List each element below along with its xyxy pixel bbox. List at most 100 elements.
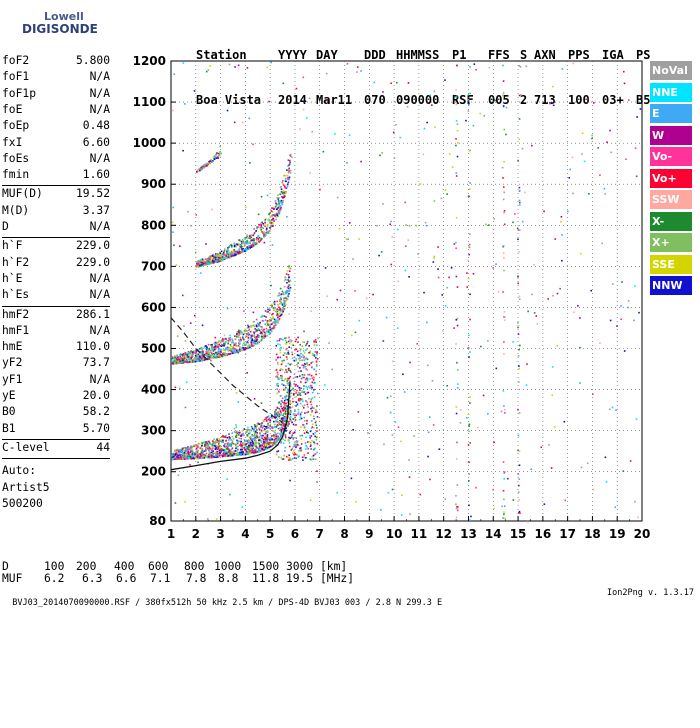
echo-point	[207, 262, 209, 264]
echo-point	[282, 297, 285, 300]
echo-point	[219, 151, 221, 153]
echo-point	[176, 451, 178, 454]
echo-point	[196, 456, 199, 458]
echo-point	[313, 407, 315, 410]
echo-point	[290, 340, 293, 343]
echo-point	[417, 253, 419, 255]
echo-point	[266, 320, 269, 322]
echo-point	[197, 453, 200, 455]
echo-point	[205, 452, 208, 455]
echo-point	[234, 244, 237, 246]
param-row-hes: h`Es N/A	[2, 288, 110, 304]
echo-point	[518, 298, 521, 300]
x-tick-label: 14	[485, 527, 502, 541]
param-name: yE	[2, 389, 16, 402]
echo-point	[283, 379, 285, 382]
echo-point	[479, 112, 482, 115]
echo-point	[265, 448, 267, 450]
echo-point	[263, 233, 265, 236]
echo-point	[213, 348, 216, 351]
header-value: 2014	[278, 93, 307, 107]
echo-point	[212, 156, 215, 158]
echo-point	[228, 63, 231, 66]
param-row-hme: hmE 110.0	[2, 340, 110, 356]
echo-point	[472, 272, 475, 275]
echo-point	[429, 416, 431, 418]
echo-point	[241, 506, 244, 508]
echo-point	[240, 445, 242, 448]
echo-point	[228, 433, 231, 435]
echo-point	[256, 239, 259, 241]
echo-point	[308, 351, 310, 354]
echo-point	[193, 314, 196, 317]
echo-point	[259, 448, 261, 451]
echo-point	[218, 450, 220, 453]
echo-point	[286, 291, 289, 294]
echo-point	[240, 448, 243, 451]
echo-point	[221, 254, 223, 257]
echo-point	[219, 341, 222, 344]
echo-point	[620, 305, 622, 307]
echo-point	[286, 286, 289, 289]
echo-point	[281, 201, 284, 204]
echo-point	[258, 447, 261, 450]
echo-point	[469, 402, 471, 404]
echo-point	[192, 453, 195, 456]
echo-point	[521, 147, 524, 150]
echo-point	[230, 453, 232, 455]
echo-point	[468, 473, 471, 475]
echo-point	[305, 456, 307, 459]
echo-point	[476, 426, 479, 429]
echo-point	[286, 391, 289, 394]
echo-point	[287, 422, 289, 424]
echo-point	[237, 351, 240, 354]
echo-point	[262, 434, 264, 437]
echo-point	[263, 337, 266, 339]
echo-point	[227, 452, 230, 455]
echo-point	[249, 437, 252, 439]
x-tick-label: 16	[534, 527, 551, 541]
echo-point	[310, 407, 312, 410]
echo-point	[292, 377, 295, 380]
echo-point	[271, 305, 273, 307]
echo-point	[233, 251, 235, 253]
echo-point	[276, 388, 278, 391]
echo-point	[217, 260, 220, 263]
echo-point	[289, 413, 292, 416]
echo-point	[261, 238, 263, 240]
echo-point	[220, 445, 223, 448]
echo-point	[288, 379, 291, 382]
legend-entry-voplus: Vo+	[650, 168, 692, 188]
echo-point	[251, 324, 254, 327]
echo-point	[190, 449, 193, 452]
echo-point	[256, 432, 258, 434]
echo-point	[275, 433, 278, 436]
echo-point	[224, 442, 227, 445]
echo-point	[592, 102, 595, 104]
echo-point	[282, 196, 284, 199]
echo-point	[289, 279, 292, 282]
echo-point	[246, 240, 248, 243]
echo-point	[285, 402, 287, 405]
echo-point	[202, 352, 205, 355]
echo-point	[386, 396, 389, 399]
echo-point	[560, 215, 563, 218]
echo-point	[295, 457, 298, 460]
echo-point	[278, 417, 281, 420]
echo-point	[229, 442, 231, 445]
param-separator	[2, 458, 110, 460]
echo-point	[304, 429, 307, 432]
echo-point	[178, 362, 180, 365]
echo-point	[288, 423, 290, 425]
muf-row: MUF 6.2 6.3 6.6 7.1 7.8 8.8 11.8 19.5 [M…	[2, 572, 354, 586]
echo-point	[283, 305, 285, 308]
echo-point	[276, 319, 278, 321]
echo-point	[285, 187, 288, 190]
echo-point	[222, 340, 225, 342]
echo-point	[308, 345, 310, 347]
echo-point	[217, 454, 219, 457]
echo-point	[217, 447, 220, 449]
echo-point	[286, 371, 288, 373]
echo-point	[235, 252, 237, 255]
echo-point	[218, 340, 220, 342]
